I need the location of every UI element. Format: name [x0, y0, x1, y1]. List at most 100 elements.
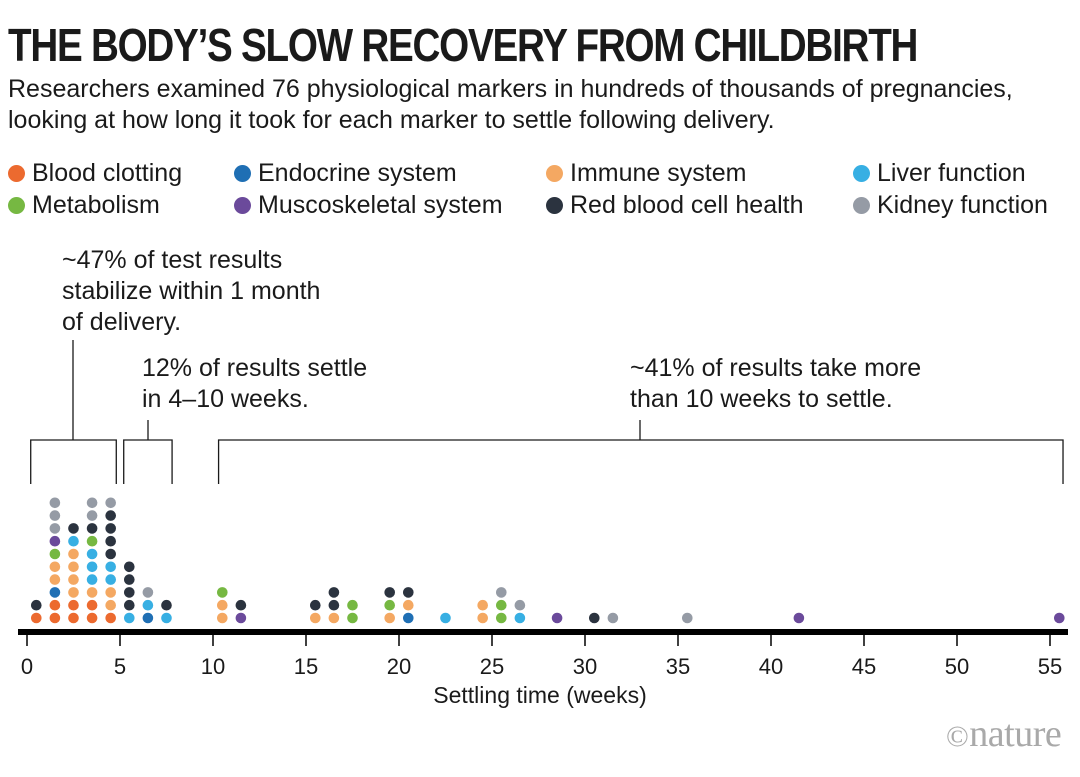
- data-point-kidney: [49, 510, 61, 521]
- legend-swatch: [234, 196, 251, 214]
- legend-label: Red blood cell health: [570, 191, 804, 219]
- data-point-immune: [310, 612, 321, 624]
- data-point-red-blood-cell: [105, 510, 116, 521]
- data-point-immune: [328, 612, 340, 624]
- legend-label: Muscoskeletal system: [258, 191, 503, 219]
- annotation-4-10-weeks: 12% of results settle in 4–10 weeks.: [142, 353, 367, 415]
- data-point-metabolism: [347, 612, 358, 624]
- data-point-liver: [124, 612, 135, 624]
- legend-label: Immune system: [570, 159, 747, 187]
- legend-swatch: [546, 196, 563, 214]
- data-point-red-blood-cell: [124, 599, 135, 611]
- data-point-immune: [384, 612, 396, 624]
- data-point-liver: [440, 612, 451, 624]
- data-point-red-blood-cell: [328, 587, 340, 598]
- data-point-red-blood-cell: [384, 587, 396, 598]
- data-point-red-blood-cell: [235, 599, 247, 611]
- data-point-red-blood-cell: [124, 574, 135, 585]
- legend-item-red-blood-cell: Red blood cell health: [546, 190, 804, 220]
- data-point-liver: [86, 548, 98, 560]
- data-point-kidney: [514, 599, 526, 611]
- data-point-blood-clotting: [105, 612, 116, 624]
- data-point-blood-clotting: [31, 612, 42, 624]
- annotation-within-1-month: ~47% of test results stabilize within 1 …: [62, 245, 320, 338]
- data-point-immune: [86, 587, 98, 598]
- data-point-kidney: [49, 497, 61, 509]
- data-point-immune: [217, 612, 228, 624]
- x-tick-label: 25: [480, 654, 504, 679]
- data-point-endocrine: [403, 612, 414, 624]
- data-point-liver: [142, 599, 154, 611]
- data-point-liver: [86, 574, 98, 585]
- bracket-group: [30, 340, 1064, 484]
- data-point-red-blood-cell: [403, 587, 414, 598]
- data-point-immune: [477, 599, 489, 611]
- x-tick-label: 55: [1038, 654, 1062, 679]
- legend-label: Blood clotting: [32, 159, 183, 187]
- data-point-liver: [105, 574, 116, 585]
- data-point-immune: [68, 574, 79, 585]
- data-point-blood-clotting: [49, 612, 61, 624]
- data-point-immune: [68, 548, 79, 560]
- data-point-endocrine: [142, 612, 154, 624]
- annotation-line: than 10 weeks to settle.: [630, 385, 893, 413]
- data-point-blood-clotting: [68, 599, 79, 611]
- data-point-blood-clotting: [86, 599, 98, 611]
- data-point-red-blood-cell: [105, 548, 116, 560]
- annotation-bracket: [123, 439, 173, 484]
- data-point-musculoskeletal: [235, 612, 247, 624]
- legend-item-musculoskeletal: Muscoskeletal system: [234, 190, 503, 220]
- x-tick-label: 15: [294, 654, 318, 679]
- x-tick-label: 10: [201, 654, 225, 679]
- data-point-immune: [217, 599, 228, 611]
- data-point-musculoskeletal: [1054, 612, 1065, 624]
- x-tick-label: 30: [573, 654, 597, 679]
- legend-item-endocrine: Endocrine system: [234, 158, 457, 188]
- data-point-liver: [514, 612, 526, 624]
- annotation-line: stabilize within 1 month: [62, 277, 321, 305]
- data-point-red-blood-cell: [328, 599, 340, 611]
- annotation-over-10-weeks: ~41% of results take more than 10 weeks …: [630, 353, 921, 415]
- x-tick-label: 5: [114, 654, 126, 679]
- annotation-bracket: [30, 439, 117, 484]
- annotation-line: ~41% of results take more: [630, 354, 922, 382]
- data-point-endocrine: [49, 587, 61, 598]
- legend-swatch: [8, 164, 25, 182]
- data-point-kidney: [682, 612, 693, 624]
- data-point-blood-clotting: [49, 599, 61, 611]
- legend-label: Kidney function: [877, 191, 1048, 219]
- legend-swatch: [546, 164, 563, 182]
- x-tick-label: 20: [387, 654, 411, 679]
- data-point-liver: [86, 561, 98, 573]
- data-point-red-blood-cell: [31, 599, 42, 611]
- data-point-musculoskeletal: [793, 612, 805, 624]
- legend-swatch: [8, 196, 25, 214]
- legend-item-liver: Liver function: [853, 158, 1026, 188]
- data-point-immune: [68, 561, 79, 573]
- x-tick-label: 40: [759, 654, 783, 679]
- data-point-immune: [49, 561, 61, 573]
- data-point-red-blood-cell: [589, 612, 600, 624]
- data-point-kidney: [86, 510, 98, 521]
- data-point-metabolism: [49, 548, 61, 560]
- annotation-line: 12% of results settle: [142, 354, 368, 382]
- x-tick-label: 0: [21, 654, 33, 679]
- legend-item-kidney: Kidney function: [853, 190, 1048, 220]
- data-point-kidney: [496, 587, 507, 598]
- legend-label: Liver function: [877, 159, 1026, 187]
- data-point-metabolism: [384, 599, 396, 611]
- annotation-line: ~47% of test results: [62, 246, 283, 274]
- data-point-immune: [105, 587, 116, 598]
- nature-credit: ©nature: [946, 712, 1062, 759]
- x-tick-label: 45: [852, 654, 876, 679]
- legend-item-metabolism: Metabolism: [8, 190, 160, 220]
- data-point-red-blood-cell: [124, 587, 135, 598]
- x-tick-label: 35: [666, 654, 690, 679]
- legend-label: Metabolism: [32, 191, 160, 219]
- data-point-kidney: [105, 497, 116, 509]
- data-point-liver: [161, 612, 172, 624]
- data-point-metabolism: [86, 535, 98, 547]
- data-point-metabolism: [347, 599, 358, 611]
- data-point-red-blood-cell: [68, 523, 79, 534]
